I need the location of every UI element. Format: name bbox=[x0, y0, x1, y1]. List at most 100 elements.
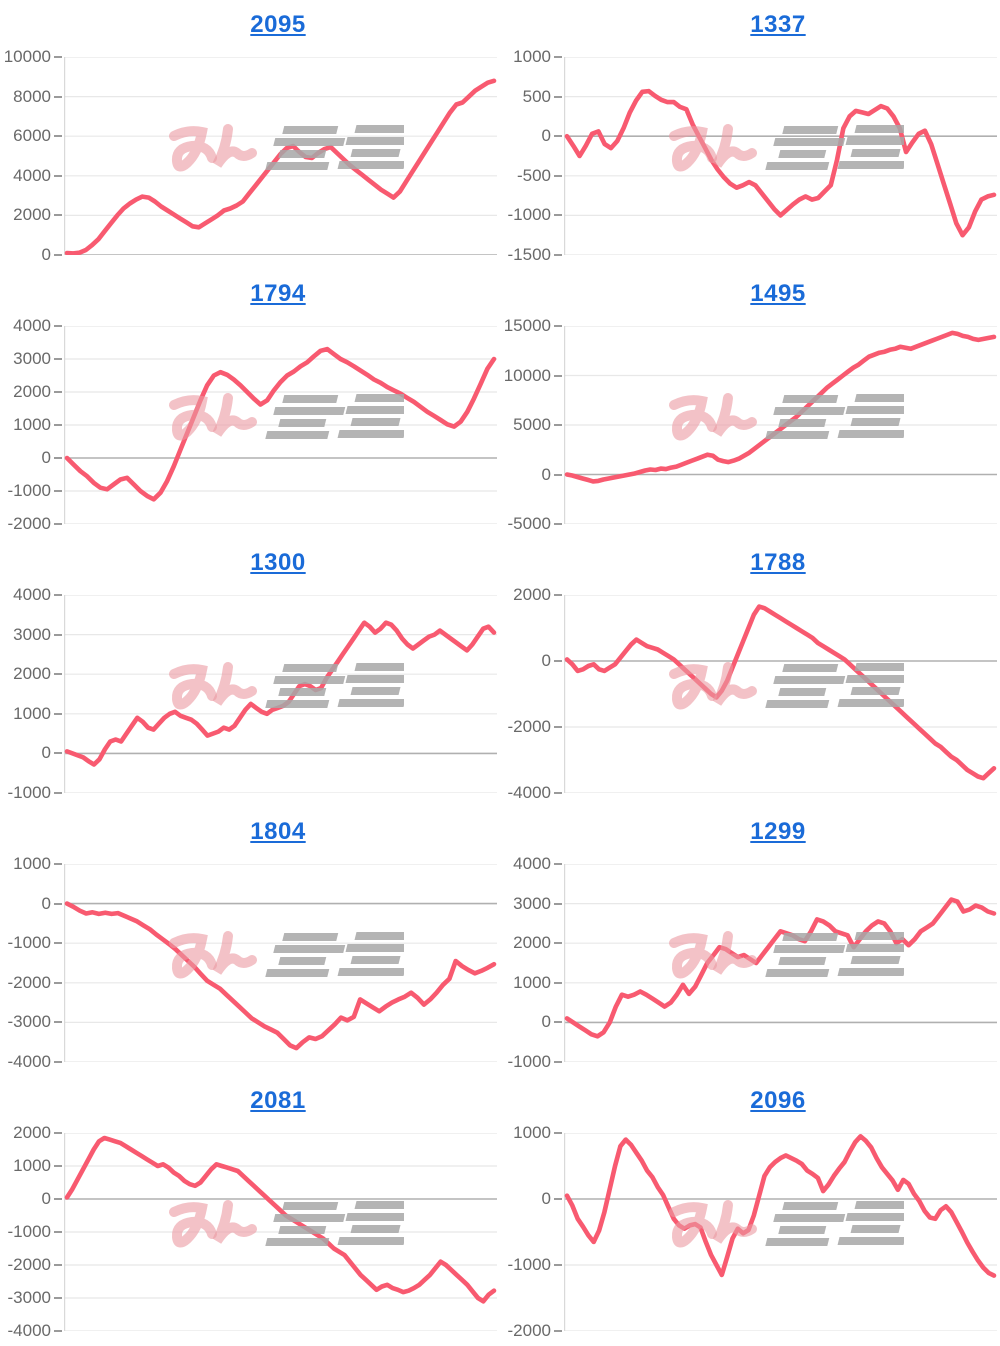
y-tick-mark bbox=[54, 792, 62, 794]
y-tick-mark bbox=[54, 254, 62, 256]
y-tick-label: 1000 bbox=[513, 47, 551, 66]
chart-plot-row: 15000 10000 5000 0 -5000 bbox=[500, 316, 1000, 533]
y-tick-mark bbox=[554, 1061, 562, 1063]
chart-title-link[interactable]: 1495 bbox=[750, 280, 806, 307]
chart-card: 1299 4000 3000 2000 1000 0 -1000 bbox=[500, 807, 1000, 1076]
y-tick-label: 0 bbox=[541, 464, 551, 484]
y-tick-label: 1000 bbox=[13, 1156, 51, 1175]
y-tick-mark bbox=[54, 752, 62, 755]
y-tick-label: 10000 bbox=[3, 47, 51, 66]
line-chart-svg bbox=[564, 595, 997, 793]
line-chart-svg bbox=[564, 864, 997, 1062]
y-tick-mark bbox=[54, 391, 62, 393]
y-axis-labels: 1000 0 -1000 -2000 -3000 -4000 bbox=[0, 854, 64, 1071]
y-tick-label: -4000 bbox=[7, 1052, 51, 1071]
chart-title-link[interactable]: 2095 bbox=[250, 11, 306, 38]
y-tick-label: -2000 bbox=[507, 717, 551, 736]
chart-title-link[interactable]: 1300 bbox=[250, 549, 306, 576]
chart-title-link[interactable]: 1299 bbox=[750, 818, 806, 845]
y-tick-label: 0 bbox=[541, 1189, 551, 1208]
y-tick-label: 4000 bbox=[13, 316, 51, 335]
chart-plot-row: 10000 8000 6000 4000 2000 0 bbox=[0, 47, 500, 264]
data-series-line bbox=[564, 897, 997, 1039]
chart-plot-row: 4000 3000 2000 1000 0 -1000 -2000 bbox=[0, 316, 500, 533]
y-tick-mark bbox=[54, 1264, 62, 1266]
y-tick-label: 1000 bbox=[13, 415, 51, 434]
y-tick-mark bbox=[554, 523, 562, 525]
y-tick-label: 0 bbox=[541, 1012, 551, 1032]
y-tick-mark bbox=[554, 325, 562, 327]
y-tick-label: -1000 bbox=[7, 933, 51, 953]
data-series-line bbox=[64, 1135, 497, 1304]
y-tick-label: -1000 bbox=[507, 1255, 551, 1274]
plot-area bbox=[564, 864, 997, 1062]
chart-card: 2096 1000 0 -1000 -2000 bbox=[500, 1076, 1000, 1345]
y-tick-mark bbox=[554, 56, 562, 58]
chart-title-link[interactable]: 1337 bbox=[750, 11, 806, 38]
chart-title-link[interactable]: 1794 bbox=[250, 280, 306, 307]
chart-title-link[interactable]: 1804 bbox=[250, 818, 306, 845]
y-tick-mark bbox=[554, 473, 562, 476]
chart-title-row: 2081 bbox=[56, 1076, 500, 1116]
chart-title-link[interactable]: 2096 bbox=[750, 1087, 806, 1114]
y-tick-mark bbox=[54, 1165, 62, 1167]
y-tick-label: 0 bbox=[41, 743, 51, 763]
y-tick-label: -2000 bbox=[7, 514, 51, 533]
y-axis-labels: 4000 3000 2000 1000 0 -1000 -2000 bbox=[0, 316, 64, 533]
chart-card: 1804 1000 0 -1000 -2000 -3000 -4000 bbox=[0, 807, 500, 1076]
y-tick-mark bbox=[554, 660, 562, 662]
data-series-line bbox=[64, 901, 497, 1051]
data-series-line bbox=[564, 330, 997, 484]
line-chart-svg bbox=[64, 1133, 497, 1331]
y-tick-label: 3000 bbox=[13, 624, 51, 644]
y-tick-label: 1000 bbox=[13, 703, 51, 723]
y-tick-mark bbox=[554, 1330, 562, 1332]
y-tick-label: 6000 bbox=[13, 126, 51, 146]
y-tick-label: 500 bbox=[522, 86, 551, 106]
y-tick-label: 2000 bbox=[13, 664, 51, 684]
y-tick-mark bbox=[554, 214, 562, 217]
chart-plot-row: 1000 0 -1000 -2000 bbox=[500, 1123, 1000, 1340]
y-tick-mark bbox=[554, 981, 562, 984]
chart-title-row: 2095 bbox=[56, 0, 500, 40]
y-tick-mark bbox=[54, 214, 62, 217]
line-chart-svg bbox=[64, 864, 497, 1062]
y-tick-mark bbox=[54, 1198, 62, 1200]
y-tick-label: -2000 bbox=[507, 1321, 551, 1340]
y-tick-mark bbox=[54, 1297, 62, 1299]
y-axis-labels: 4000 3000 2000 1000 0 -1000 bbox=[500, 854, 564, 1071]
y-tick-label: 0 bbox=[541, 651, 551, 670]
chart-title-row: 1804 bbox=[56, 807, 500, 847]
y-tick-mark bbox=[54, 1061, 62, 1063]
y-tick-mark bbox=[54, 95, 62, 98]
chart-title-link[interactable]: 2081 bbox=[250, 1087, 306, 1114]
line-chart-svg bbox=[564, 326, 997, 524]
y-tick-label: -4000 bbox=[507, 783, 551, 802]
line-chart-svg bbox=[564, 57, 997, 255]
line-chart-svg bbox=[64, 326, 497, 524]
y-tick-mark bbox=[54, 1231, 62, 1233]
y-tick-label: 0 bbox=[41, 1189, 51, 1208]
y-tick-mark bbox=[554, 254, 562, 256]
y-tick-mark bbox=[54, 523, 62, 525]
y-tick-label: 4000 bbox=[13, 585, 51, 604]
y-tick-mark bbox=[554, 1021, 562, 1024]
chart-card: 1794 4000 3000 2000 1000 0 -1000 -2000 bbox=[0, 269, 500, 538]
y-tick-mark bbox=[54, 358, 62, 360]
data-series-line bbox=[64, 620, 497, 767]
y-tick-mark bbox=[554, 374, 562, 377]
y-axis-labels: 15000 10000 5000 0 -5000 bbox=[500, 316, 564, 533]
chart-plot-row: 2000 1000 0 -1000 -2000 -3000 -4000 bbox=[0, 1123, 500, 1340]
y-tick-mark bbox=[54, 1021, 62, 1024]
plot-area bbox=[64, 326, 497, 524]
chart-title-link[interactable]: 1788 bbox=[750, 549, 806, 576]
y-tick-mark bbox=[554, 792, 562, 794]
y-tick-mark bbox=[554, 863, 562, 865]
y-tick-label: 3000 bbox=[13, 349, 51, 368]
chart-title-row: 1794 bbox=[56, 269, 500, 309]
y-tick-label: 5000 bbox=[513, 415, 551, 434]
y-axis-labels: 2000 0 -2000 -4000 bbox=[500, 585, 564, 802]
y-tick-mark bbox=[554, 902, 562, 905]
y-tick-label: -3000 bbox=[7, 1012, 51, 1032]
